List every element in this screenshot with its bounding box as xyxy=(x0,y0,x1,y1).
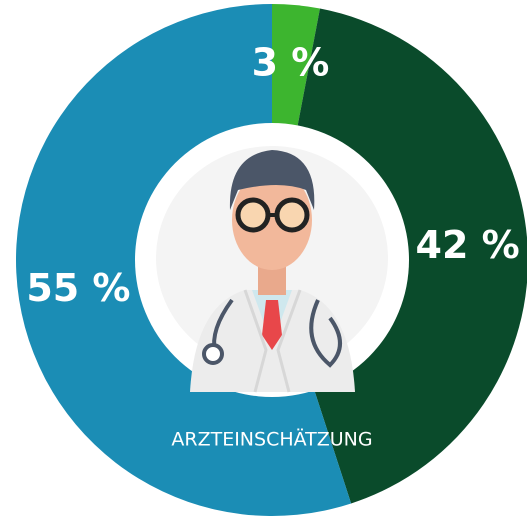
center-label: ARZTEINSCHÄTZUNG xyxy=(171,428,372,451)
value-label: 55 % xyxy=(26,266,130,310)
value-label: 42 % xyxy=(416,223,520,267)
chart: ARZTEINSCHÄTZUNG 3 % 42 % 55 % xyxy=(0,0,527,521)
value-label: 3 % xyxy=(252,40,330,84)
